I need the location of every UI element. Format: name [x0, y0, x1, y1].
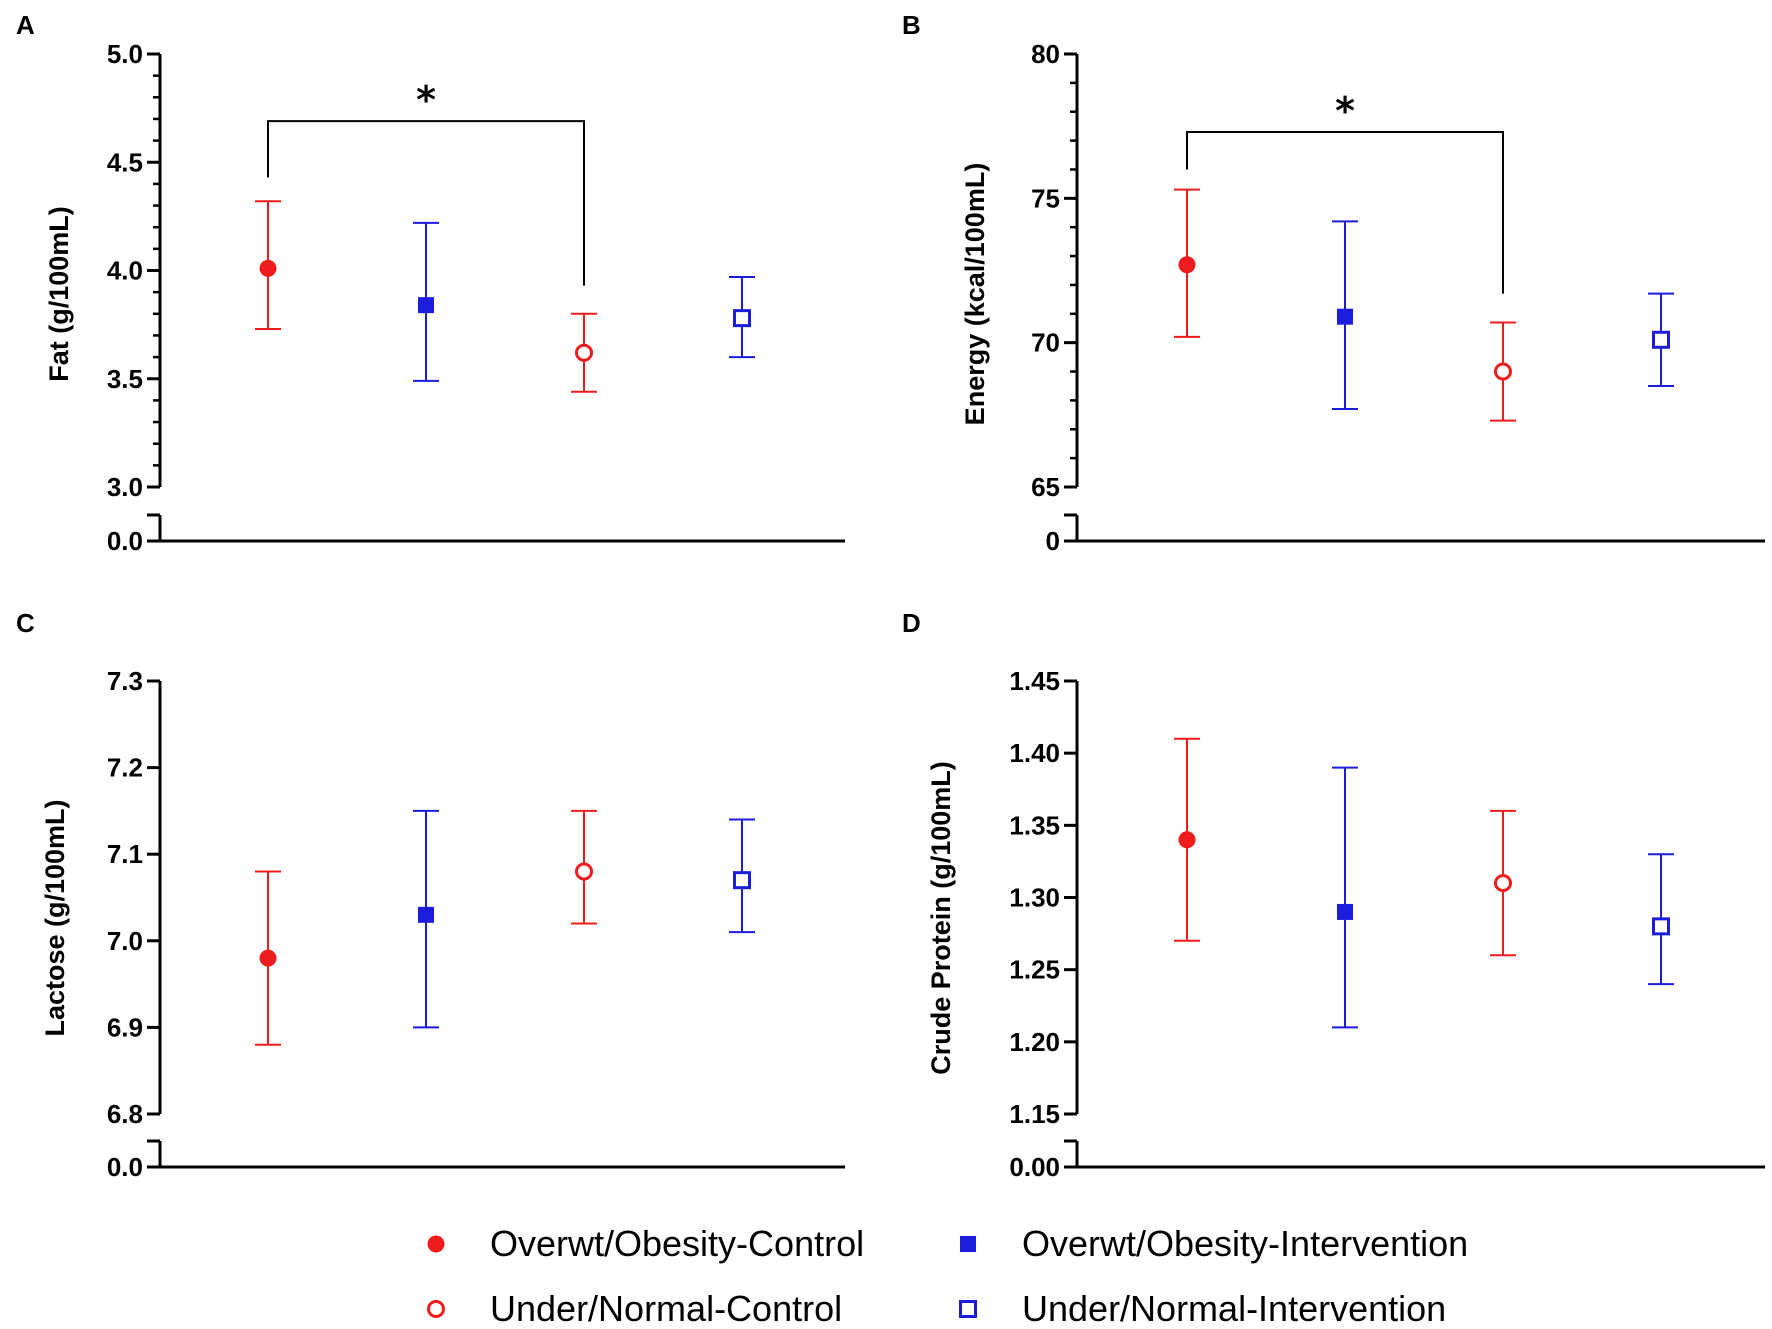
plot-area-c: 0.0 6.8 6.9 7.0 7.1 7.2 7.3: [107, 666, 845, 1182]
panel-a: A Fat (g/100mL) 0.0 3.0 3.5 4.0 4.5 5.0 *: [16, 10, 845, 556]
marker-overwt-control-c: [259, 949, 277, 967]
y-tick-label-d: 1.45: [1009, 666, 1060, 696]
panel-letter-d: D: [902, 608, 921, 638]
marker-overwt-intervention-c: [418, 906, 434, 923]
legend-label-under-intervention: Under/Normal-Intervention: [1022, 1288, 1446, 1329]
plot-area-b: 0 65 70 75 80 *: [1031, 39, 1765, 556]
y-tick-label-c: 7.0: [107, 926, 143, 956]
y-tick-label-d: 1.25: [1009, 955, 1060, 985]
marker-overwt-control-d: [1178, 831, 1196, 849]
plot-area-d: 0.00 1.15 1.20 1.25 1.30 1.35 1.40 1.45: [1009, 666, 1765, 1182]
panel-letter-c: C: [16, 608, 35, 638]
significance-bracket-a: [267, 120, 585, 286]
y-tick-label-c: 7.3: [107, 666, 143, 696]
y-tick-label-c: 7.2: [107, 753, 143, 783]
y-tick-label-d: 1.15: [1009, 1099, 1060, 1129]
legend: Overwt/Obesity-Control Overwt/Obesity-In…: [427, 1223, 1468, 1329]
marker-overwt-intervention-b: [1337, 308, 1353, 325]
y-tick-label-a: 3.0: [107, 472, 143, 502]
legend-marker-under-control: [427, 1300, 445, 1318]
panel-b: B Energy (kcal/100mL) 0 65 70 75 80 *: [902, 10, 1765, 556]
y-axis-title-d: Crude Protein (g/100mL): [926, 761, 956, 1075]
y-axis-title-b: Energy (kcal/100mL): [960, 163, 990, 426]
significance-star-a: *: [416, 78, 436, 122]
marker-under-intervention-b: [1652, 330, 1670, 349]
legend-label-overwt-control: Overwt/Obesity-Control: [490, 1223, 864, 1264]
panel-letter-a: A: [16, 10, 35, 40]
y-tick-label-d: 1.35: [1009, 810, 1060, 840]
y-tick-label-d: 1.20: [1009, 1027, 1060, 1057]
marker-under-intervention-a: [733, 309, 751, 328]
panel-c: C Lactose (g/100mL) 0.0 6.8 6.9 7.0 7.1 7.2 7.…: [16, 608, 845, 1182]
marker-overwt-control-a: [259, 259, 277, 277]
y-tick-label-d: 1.40: [1009, 738, 1060, 768]
y-tick-label-a: 3.5: [107, 364, 143, 394]
legend-marker-overwt-control: [427, 1235, 445, 1253]
y-tick-label-c: 7.1: [107, 839, 143, 869]
y-tick-label-b: 70: [1031, 328, 1060, 358]
y-tick-label-zero-c: 0.0: [107, 1152, 143, 1182]
y-tick-label-c: 6.9: [107, 1012, 143, 1042]
significance-bracket-b: [1186, 130, 1504, 294]
legend-marker-under-intervention: [959, 1300, 977, 1318]
panel-letter-b: B: [902, 10, 921, 40]
marker-overwt-control-b: [1178, 256, 1196, 274]
significance-star-b: *: [1335, 89, 1355, 133]
y-tick-label-zero-b: 0: [1046, 526, 1060, 556]
legend-marker-overwt-intervention: [960, 1236, 976, 1252]
y-tick-label-a: 5.0: [107, 39, 143, 69]
marker-overwt-intervention-a: [418, 297, 434, 314]
y-axis-title-c: Lactose (g/100mL): [40, 799, 70, 1036]
y-tick-label-zero-d: 0.00: [1009, 1152, 1060, 1182]
y-tick-label-a: 4.0: [107, 256, 143, 286]
marker-under-intervention-c: [733, 871, 751, 890]
marker-under-control-d: [1494, 874, 1512, 893]
marker-under-intervention-d: [1652, 917, 1670, 936]
legend-label-under-control: Under/Normal-Control: [490, 1288, 842, 1329]
marker-under-control-c: [575, 862, 593, 881]
marker-under-control-b: [1494, 362, 1512, 381]
y-tick-label-d: 1.30: [1009, 883, 1060, 913]
y-tick-label-a: 4.5: [107, 147, 143, 177]
plot-area-a: 0.0 3.0 3.5 4.0 4.5 5.0 *: [107, 39, 845, 556]
marker-under-control-a: [575, 343, 593, 362]
panel-d: D Crude Protein (g/100mL) 0.00 1.15 1.20 1.…: [902, 608, 1765, 1182]
y-tick-label-b: 75: [1031, 183, 1060, 213]
y-tick-label-zero-a: 0.0: [107, 526, 143, 556]
y-axis-title-a: Fat (g/100mL): [44, 206, 74, 382]
marker-overwt-intervention-d: [1337, 903, 1353, 920]
y-tick-label-b: 80: [1031, 39, 1060, 69]
y-tick-label-c: 6.8: [107, 1099, 143, 1129]
legend-label-overwt-intervention: Overwt/Obesity-Intervention: [1022, 1223, 1468, 1264]
y-tick-label-b: 65: [1031, 472, 1060, 502]
